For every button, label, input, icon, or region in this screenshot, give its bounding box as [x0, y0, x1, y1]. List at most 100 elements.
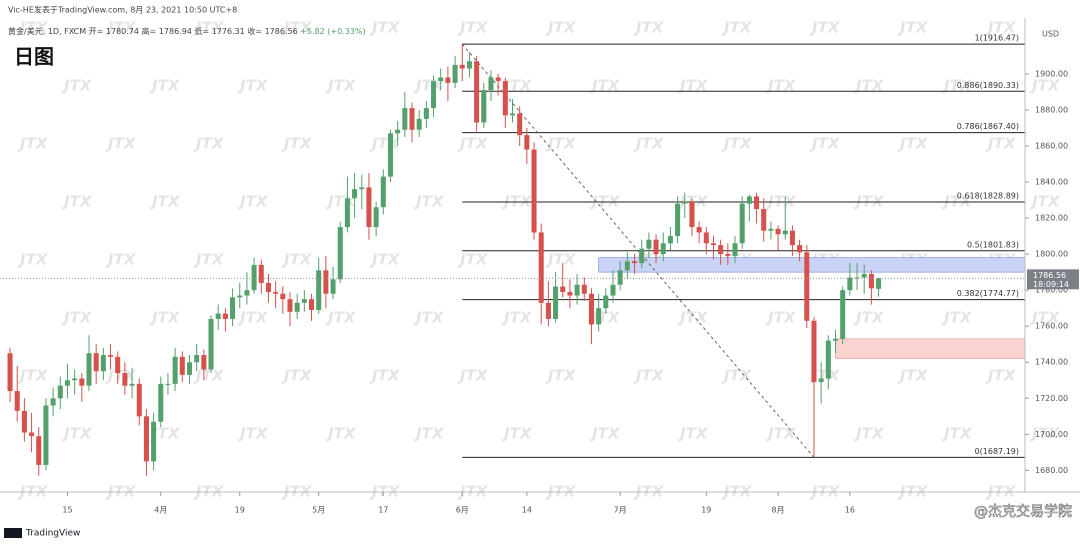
legend-label: 开= — [89, 27, 104, 36]
watermark: JTX — [1029, 193, 1061, 211]
candle-body — [739, 203, 745, 244]
legend-value: 1776.31 — [212, 27, 245, 36]
candle-body — [538, 232, 544, 303]
watermark: JTX — [281, 367, 313, 385]
candle-body — [265, 282, 271, 292]
zone — [598, 257, 1026, 273]
watermark: JTX — [545, 19, 577, 37]
candle-body — [344, 198, 350, 228]
candle-body — [50, 398, 56, 406]
watermark: JTX — [985, 135, 1017, 153]
fib-label: 0.382(1774.77) — [957, 289, 1019, 298]
candle-body — [667, 236, 673, 244]
watermark: JTX — [105, 367, 137, 385]
candle-body — [703, 232, 709, 244]
watermark: JTX — [413, 77, 445, 95]
legend-label: 低= — [194, 26, 209, 36]
candle-body — [230, 297, 236, 319]
legend-value: 1786.56 — [265, 27, 298, 36]
candle-body — [380, 176, 386, 208]
candle-body — [732, 243, 738, 256]
watermark: JTX — [61, 425, 93, 443]
candle-body — [309, 299, 315, 310]
watermark: JTX — [413, 309, 445, 327]
candle-body — [804, 252, 810, 321]
candle-body — [43, 405, 49, 465]
watermark: JTX — [1029, 309, 1061, 327]
candle-body — [725, 254, 731, 256]
fib-label: 0.886(1890.33) — [957, 81, 1019, 90]
candle-body — [129, 383, 135, 386]
candle-body — [868, 273, 874, 289]
y-tick-label: 1700.00 — [1035, 430, 1068, 439]
candle-body — [21, 410, 27, 433]
candle-body — [366, 187, 372, 228]
candle-body — [746, 196, 752, 204]
watermark: JTX — [853, 193, 885, 211]
fib-label: 0.786(1867.40) — [957, 122, 1019, 131]
y-tick-label: 1740.00 — [1035, 358, 1068, 367]
watermark: JTX — [61, 309, 93, 327]
watermark: JTX — [501, 77, 533, 95]
watermark: JTX — [941, 425, 973, 443]
x-tick-label: 7月 — [614, 506, 627, 515]
watermark: JTX — [545, 135, 577, 153]
watermark: JTX — [853, 77, 885, 95]
candle-body — [151, 421, 157, 462]
candle-body — [201, 355, 207, 370]
candle-body — [402, 108, 408, 130]
y-tick-label: 1860.00 — [1035, 141, 1068, 150]
candle-body — [567, 291, 573, 296]
candle-body — [316, 270, 322, 310]
brand-logo — [4, 528, 22, 538]
candle-body — [72, 378, 78, 381]
candle-body — [258, 264, 264, 283]
watermark: JTX — [237, 193, 269, 211]
watermark: JTX — [501, 309, 533, 327]
candle-body — [710, 243, 716, 246]
candle-body — [36, 436, 42, 465]
watermark: JTX — [589, 77, 621, 95]
candle-body — [768, 228, 774, 231]
watermark: JTX — [149, 193, 181, 211]
legend-value: 1780.74 — [106, 27, 139, 36]
watermark: JTX — [853, 425, 885, 443]
candle-body — [359, 187, 365, 190]
candle-body — [581, 284, 587, 294]
candle-body — [280, 293, 286, 300]
watermark: JTX — [281, 19, 313, 37]
legend-label: 高= — [142, 26, 157, 36]
watermark: JTX — [281, 135, 313, 153]
watermark: JTX — [237, 309, 269, 327]
candle-body — [251, 264, 257, 291]
symbol: 黄金/美元, 1D, FXCM — [8, 26, 86, 36]
watermark: JTX — [897, 19, 929, 37]
fib-label: 0(1687.19) — [975, 447, 1019, 456]
x-tick-label: 15 — [62, 506, 72, 515]
watermark: JTX — [105, 251, 137, 269]
y-tick-label: 1840.00 — [1035, 178, 1068, 187]
candle-body — [495, 77, 501, 82]
candle-body — [610, 284, 616, 296]
watermark: JTX — [369, 135, 401, 153]
watermark: JTX — [501, 193, 533, 211]
x-tick-label: 5月 — [312, 506, 325, 515]
x-tick-label: 19 — [701, 506, 711, 515]
candle-body — [136, 383, 142, 417]
y-tick-label: 1800.00 — [1035, 250, 1068, 259]
candle-body — [237, 295, 243, 298]
x-tick-label: 16 — [845, 506, 855, 515]
trend-line — [461, 43, 815, 458]
watermark: JTX — [589, 193, 621, 211]
chart-title: 日图 — [14, 45, 54, 69]
candle-body — [438, 77, 444, 82]
candle-body — [646, 239, 652, 249]
legend-label: 收= — [247, 26, 262, 36]
watermark: JTX — [149, 309, 181, 327]
y-tick-label: 1760.00 — [1035, 322, 1068, 331]
watermark: JTX — [765, 193, 797, 211]
candle-body — [531, 149, 537, 233]
watermark: JTX — [633, 19, 665, 37]
watermark: JTX — [17, 135, 49, 153]
